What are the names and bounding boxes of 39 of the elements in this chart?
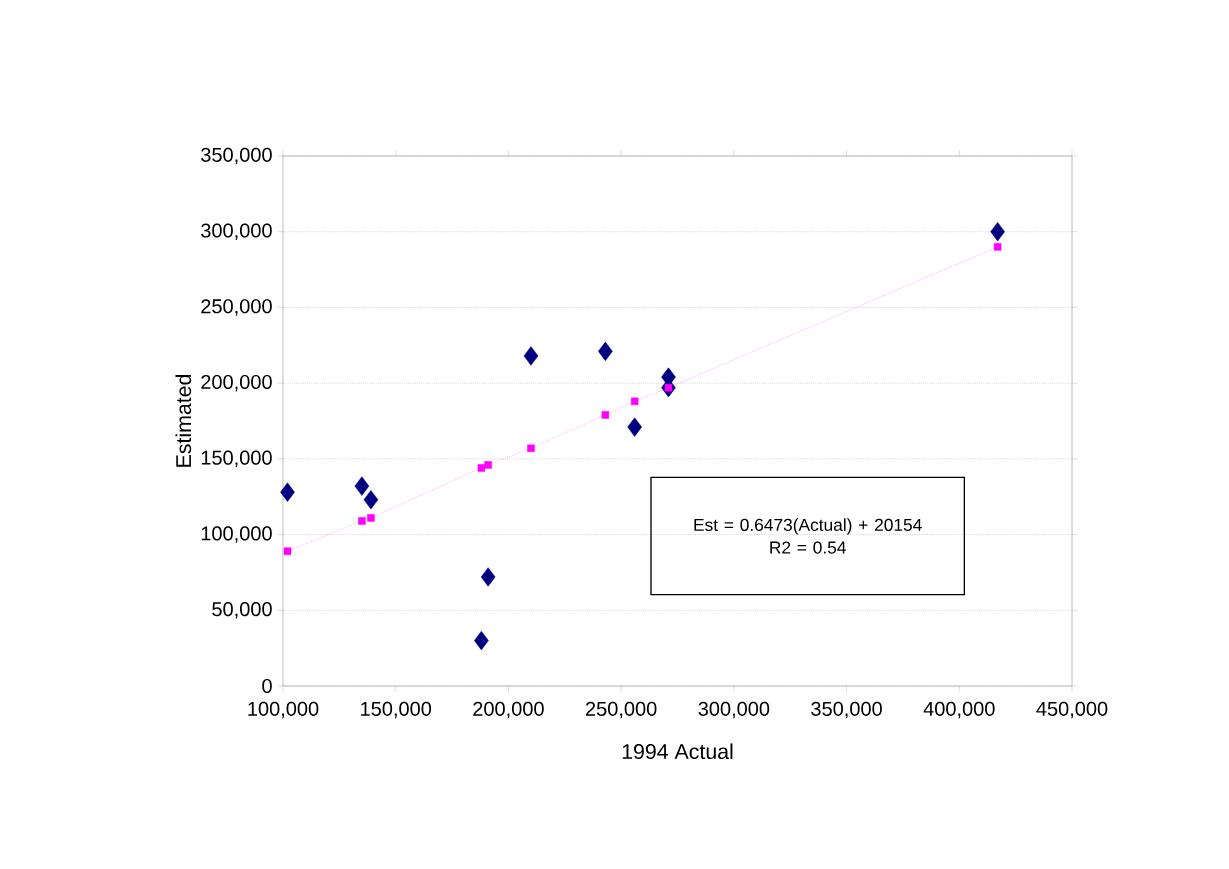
point <box>523 346 539 366</box>
y-tick-label: 300,000 <box>201 223 272 240</box>
x-tick-label: 200,000 <box>473 701 544 719</box>
x-tick-label: 450,000 <box>1036 701 1108 719</box>
y-tick-label: 100,000 <box>201 526 272 543</box>
point <box>527 444 535 452</box>
point <box>630 397 639 406</box>
point <box>283 547 292 555</box>
annotation: R2 = 0.54 <box>770 541 846 554</box>
point <box>627 417 642 437</box>
point <box>601 411 610 419</box>
x-axis-title: 1994 Actual <box>622 743 733 760</box>
point <box>477 464 486 472</box>
x-tick-label: 400,000 <box>923 701 995 719</box>
point <box>354 476 370 496</box>
annotation: Est = 0.6473(Actual) + 20154 <box>694 518 922 535</box>
point <box>358 517 366 525</box>
y-tick-label: 200,000 <box>201 374 272 392</box>
x-tick-label: 150,000 <box>361 701 432 719</box>
y-tick-label: 350,000 <box>201 147 272 165</box>
point <box>664 383 673 392</box>
x-tick-label: 300,000 <box>698 701 770 719</box>
y-tick-label: 0 <box>262 678 272 694</box>
y-axis-title: Estimated <box>175 374 192 467</box>
point <box>993 243 1002 251</box>
point <box>367 514 375 522</box>
point <box>280 482 295 502</box>
point <box>484 461 492 469</box>
point <box>474 630 489 651</box>
y-tick-label: 150,000 <box>201 450 272 468</box>
point <box>480 567 496 587</box>
x-tick-label: 250,000 <box>586 701 657 719</box>
x-tick-label: 100,000 <box>248 701 319 719</box>
point <box>598 341 613 361</box>
y-tick-label: 50,000 <box>212 602 272 619</box>
x-tick-label: 350,000 <box>811 701 882 719</box>
point <box>990 222 1005 242</box>
point <box>363 490 379 510</box>
y-tick-label: 250,000 <box>201 299 272 316</box>
